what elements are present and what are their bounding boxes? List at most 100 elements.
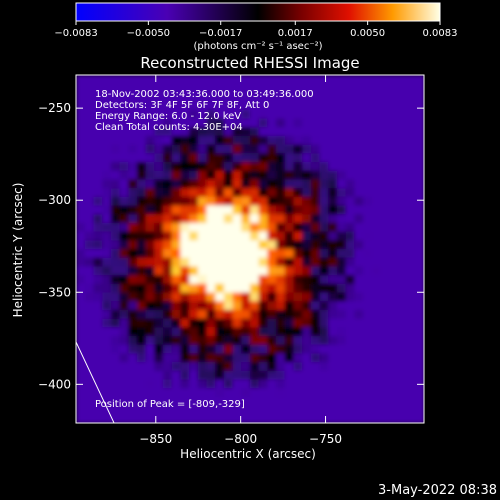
heatmap-cell: [128, 170, 138, 180]
heatmap-cell: [337, 318, 347, 328]
heatmap-cell: [406, 196, 416, 207]
heatmap-cell: [389, 205, 399, 215]
heatmap-cell: [102, 214, 112, 224]
heatmap-cell: [345, 231, 355, 241]
heatmap-cell: [310, 309, 321, 320]
heatmap-cell: [110, 396, 121, 407]
heatmap-cell: [102, 336, 112, 346]
heatmap-cell: [302, 75, 312, 85]
heatmap-cell: [406, 75, 416, 85]
heatmap-cell: [197, 292, 208, 302]
heatmap-cell: [354, 127, 364, 137]
heatmap-cell: [206, 388, 216, 398]
heatmap-cell: [93, 249, 103, 259]
heatmap-cell: [241, 257, 251, 267]
heatmap-cell: [232, 318, 242, 328]
heatmap-cell: [371, 214, 382, 224]
heatmap-cell: [310, 135, 321, 146]
y-tick-label: −300: [38, 193, 71, 207]
heatmap-cell: [136, 214, 147, 224]
heatmap-cell: [345, 127, 355, 137]
heatmap-cell: [267, 196, 277, 207]
heatmap-cell: [319, 231, 329, 241]
heatmap-cell: [406, 153, 416, 163]
heatmap-cell: [328, 414, 338, 423]
heatmap-cell: [136, 118, 147, 128]
heatmap-cell: [397, 144, 408, 154]
heatmap-cell: [119, 370, 129, 381]
heatmap-cell: [136, 205, 147, 215]
heatmap-cell: [415, 153, 424, 163]
heatmap-cell: [241, 301, 251, 311]
heatmap-cell: [102, 344, 112, 354]
heatmap-cell: [119, 309, 129, 320]
heatmap-cell: [93, 205, 103, 215]
heatmap-cell: [397, 283, 408, 294]
heatmap-cell: [250, 266, 260, 276]
heatmap-cell: [397, 118, 408, 128]
heatmap-cell: [145, 301, 155, 311]
heatmap-cell: [250, 118, 260, 128]
heatmap-cell: [284, 283, 295, 294]
heatmap-cell: [380, 370, 390, 381]
heatmap-cell: [406, 109, 416, 120]
heatmap-cell: [163, 144, 173, 154]
heatmap-cell: [180, 353, 190, 363]
annotation-line: Detectors: 3F 4F 5F 6F 7F 8F, Att 0: [95, 100, 269, 111]
heatmap-cell: [363, 275, 373, 285]
heatmap-cell: [223, 379, 234, 389]
heatmap-cell: [258, 336, 268, 346]
heatmap-cell: [345, 135, 355, 146]
heatmap-cell: [128, 205, 138, 215]
heatmap-cell: [84, 135, 94, 146]
heatmap-cell: [310, 396, 321, 407]
heatmap-cell: [171, 92, 181, 102]
heatmap-cell: [154, 144, 164, 154]
heatmap-cell: [250, 257, 260, 267]
heatmap-cell: [223, 309, 234, 320]
heatmap-cell: [302, 240, 312, 250]
heatmap-cell: [136, 362, 147, 372]
heatmap-cell: [128, 118, 138, 128]
heatmap-cell: [397, 353, 408, 363]
heatmap-cell: [345, 405, 355, 415]
heatmap-cell: [93, 309, 103, 320]
heatmap-cell: [145, 388, 155, 398]
heatmap-cell: [319, 275, 329, 285]
heatmap-cell: [310, 205, 321, 215]
heatmap-cell: [136, 109, 147, 120]
heatmap-cell: [354, 222, 364, 233]
heatmap-cell: [328, 188, 338, 198]
heatmap-cell: [154, 353, 164, 363]
heatmap-cell: [223, 144, 234, 154]
heatmap-cell: [154, 414, 164, 423]
heatmap-cell: [284, 379, 295, 389]
heatmap-cell: [154, 205, 164, 215]
heatmap-cell: [284, 101, 295, 111]
heatmap-cell: [258, 170, 268, 180]
heatmap-cell: [302, 222, 312, 233]
heatmap-cell: [293, 388, 303, 398]
heatmap-cell: [328, 309, 338, 320]
heatmap-cell: [128, 222, 138, 233]
heatmap-cell: [232, 153, 242, 163]
heatmap-cell: [119, 170, 129, 180]
heatmap-cell: [102, 257, 112, 267]
heatmap-cell: [93, 388, 103, 398]
heatmap-cell: [293, 127, 303, 137]
heatmap-cell: [267, 144, 277, 154]
heatmap-cell: [319, 170, 329, 180]
heatmap-cell: [136, 336, 147, 346]
y-tick-label: −400: [38, 377, 71, 391]
heatmap-cell: [380, 222, 390, 233]
heatmap-cell: [163, 240, 173, 250]
heatmap-cell: [397, 327, 408, 337]
heatmap-cell: [93, 414, 103, 423]
footer-date: 3-May-2022 08:38: [378, 483, 497, 498]
heatmap-cell: [380, 196, 390, 207]
heatmap-cell: [337, 196, 347, 207]
heatmap-cell: [397, 92, 408, 102]
heatmap-cell: [197, 162, 208, 172]
heatmap-cell: [310, 127, 321, 137]
heatmap-cell: [250, 370, 260, 381]
